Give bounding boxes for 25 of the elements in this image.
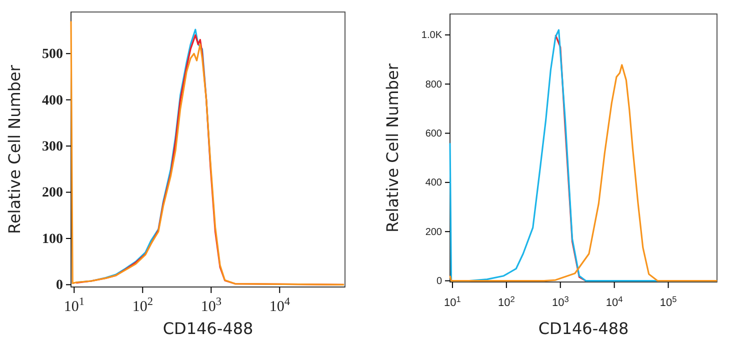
y-axis-title: Relative Cell Number — [383, 63, 402, 232]
x-tick-label: 10$^{3}$ — [200, 296, 222, 315]
y-tick-label: 0 — [56, 278, 63, 294]
x-tick-label: 10$^{1}$ — [444, 294, 462, 309]
y-tick-label: 200 — [42, 186, 63, 201]
y-tick-label: 0 — [436, 276, 442, 287]
y-tick-label: 800 — [425, 79, 442, 90]
x-tick-label: 10$^{4}$ — [606, 294, 624, 309]
y-tick-label: 600 — [425, 128, 442, 140]
x-tick-label: 10$^{4}$ — [269, 296, 290, 315]
x-axis-title: CD146-488 — [538, 319, 629, 338]
y-tick-label: 300 — [42, 140, 63, 155]
x-tick-label: 10$^{2}$ — [132, 296, 153, 315]
y-tick-label: 100 — [42, 232, 63, 247]
y-tick-label: 400 — [42, 93, 63, 108]
y-tick-label: 500 — [42, 47, 63, 62]
y-tick-label: 200 — [425, 226, 442, 238]
x-axis-title: CD146-488 — [162, 319, 254, 338]
y-axis-title: Relative Cell Number — [5, 64, 24, 234]
x-tick-label: 10$^{5}$ — [660, 294, 678, 309]
x-tick-label: 10$^{1}$ — [64, 296, 84, 315]
x-tick-label: 10$^{3}$ — [552, 294, 570, 309]
y-tick-label: 400 — [425, 178, 442, 189]
x-tick-label: 10$^{2}$ — [498, 294, 516, 309]
y-tick-label: 1.0K — [421, 30, 442, 42]
